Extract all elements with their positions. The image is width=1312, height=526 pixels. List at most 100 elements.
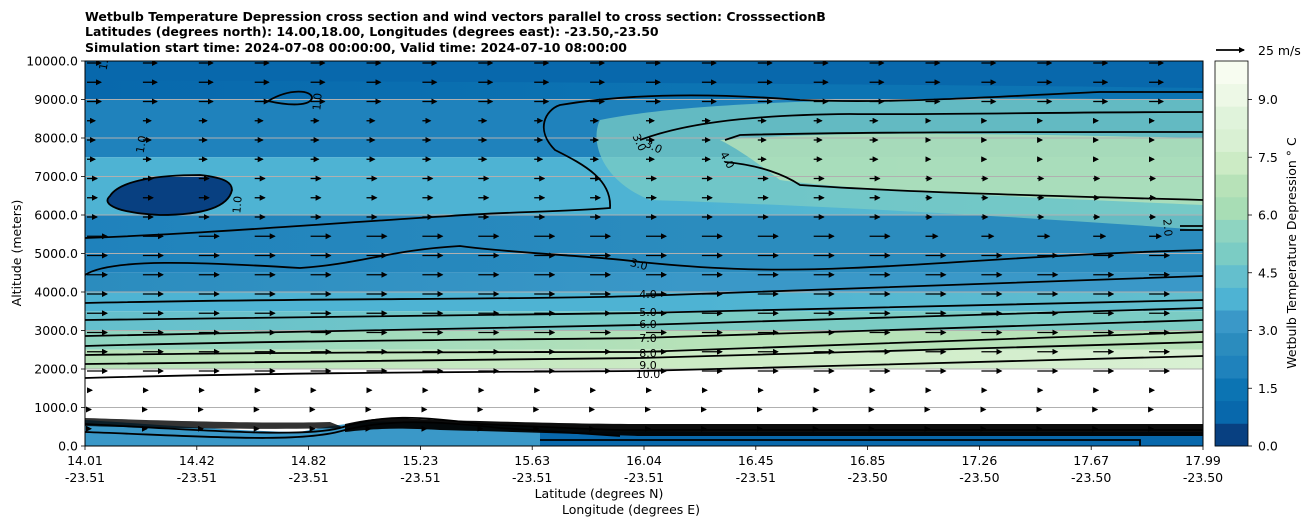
colorbar-segment-8 [1215,242,1248,266]
y-tick-label-0: 0.0 [58,439,78,454]
contour-2-right [1180,225,1203,231]
colorbar-tick-label-1: 1.5 [1258,381,1278,396]
x-tick-lat-6: 16.45 [738,453,774,468]
y-tick-label-8: 8000.0 [34,131,78,146]
x-tick-lon-6: -23.51 [736,470,776,485]
contour-label-4: 6.0 [639,318,657,331]
colorbar-segment-14 [1215,106,1248,130]
field-top-band [85,61,1203,88]
colorbar-tick-label-3: 4.5 [1258,265,1278,280]
contour-10 [85,355,1203,379]
colorbar-segment-4 [1215,332,1248,356]
x-tick-lat-7: 16.85 [850,453,886,468]
y-axis-label: Altitude (meters) [9,200,24,307]
field-plume-core [720,133,1203,205]
colorbar-segment-5 [1215,310,1248,334]
y-tick-label-4: 4000.0 [34,285,78,300]
wind-key-label: 25 m/s [1258,43,1301,58]
y-tick-label-5: 5000.0 [34,246,78,261]
contour-8 [85,331,1203,356]
colorbar-segment-12 [1215,151,1248,175]
x-tick-lon-1: -23.51 [177,470,217,485]
contour-label-15: 1.0 [230,195,244,214]
colorbar-segment-13 [1215,128,1248,152]
field-band-5 [85,272,1203,292]
colorbar-ticks: 0.0 1.5 3.0 4.5 6.0 7.5 9.0 [1248,92,1278,454]
x-tick-lon-7: -23.50 [847,470,887,485]
colorbar-segment-1 [1215,400,1248,424]
contour-label-5: 5.0 [639,306,657,319]
surface-contour-stack [85,418,1203,436]
x-tick-lat-8: 17.26 [962,453,998,468]
contour-surface-3 [540,439,1141,446]
x-axis-label-lat: Latitude (degrees N) [535,486,664,501]
x-tick-lon-0: -23.51 [65,470,105,485]
y-tick-label-2: 2000.0 [34,362,78,377]
contour-label-1: 9.0 [639,359,657,372]
chart-title-line-3: Simulation start time: 2024-07-08 00:00:… [85,40,627,55]
colorbar-segment-11 [1215,174,1248,198]
x-tick-lon-2: -23.51 [288,470,328,485]
colorbar-segment-2 [1215,378,1248,402]
x-tick-lon-8: -23.50 [959,470,999,485]
chart-title-line-1: Wetbulb Temperature Depression cross sec… [85,9,826,24]
colorbar [1215,61,1248,447]
contour-1-left [106,174,233,216]
x-tick-lon-3: -23.51 [400,470,440,485]
x-tick-lon-4: -23.51 [512,470,552,485]
chart-title-line-2: Latitudes (degrees north): 14.00,18.00, … [85,24,659,39]
colorbar-tick-label-4: 6.0 [1258,208,1278,223]
colorbar-segment-0 [1215,423,1248,447]
x-axis-label-lon: Longitude (degrees E) [562,502,700,517]
y-tick-label-10: 10000.0 [26,54,78,69]
y-tick-label-9: 9000.0 [34,92,78,107]
y-tick-label-3: 3000.0 [34,323,78,338]
contour-9 [85,341,1203,365]
x-tick-lat-10: 17.99 [1185,453,1221,468]
x-tick-lat-4: 15.63 [514,453,550,468]
field-band-8 [85,330,1203,350]
x-tick-lat-3: 15.23 [403,453,439,468]
contour-4 [85,275,1203,304]
contour-4-inner [724,131,1203,201]
x-tick-lat-5: 16.04 [626,453,662,468]
contour-3-inner [639,111,1203,141]
y-axis-ticks: 0.0 1000.0 2000.0 3000.0 4000.0 5000.0 6000.0 7… [26,54,85,454]
colorbar-tick-label-6: 9.0 [1258,92,1278,107]
contour-label-2: 8.0 [639,347,657,360]
plot-area: 10.09.08.07.06.05.04.03.03.03.04.02.01.0… [85,52,1203,446]
contour-1-top [265,90,313,106]
colorbar-segment-10 [1215,196,1248,220]
x-tick-lat-0: 14.01 [67,453,103,468]
colorbar-segment-16 [1215,61,1248,85]
y-tick-label-6: 6000.0 [34,208,78,223]
wind-vectors [86,61,1171,432]
colorbar-tick-label-0: 0.0 [1258,439,1278,454]
x-tick-lon-9: -23.50 [1071,470,1111,485]
x-tick-lon-5: -23.51 [624,470,664,485]
colorbar-frame [1214,60,1249,447]
colorbar-segment-15 [1215,83,1248,107]
contour-label-14: 1.0 [97,52,113,71]
contour-5 [85,299,1203,321]
x-tick-lat-9: 17.67 [1073,453,1109,468]
field-band-3 [85,215,1203,254]
colorbar-segment-3 [1215,355,1248,379]
colorbar-segment-9 [1215,219,1248,243]
x-tick-lon-10: -23.50 [1183,470,1223,485]
x-tick-lat-1: 14.42 [179,453,215,468]
contour-3-upper [85,91,1203,239]
x-tick-lat-2: 14.82 [291,453,327,468]
colorbar-label: Wetbulb Temperature Depression ° C [1284,137,1299,369]
contour-7 [85,319,1203,347]
colorbar-tick-label-2: 3.0 [1258,323,1278,338]
x-axis-ticks: 14.01 -23.51 14.42 -23.51 14.82 -23.51 15.23 -2… [65,446,1223,485]
contour-label-3: 7.0 [639,332,657,345]
colorbar-segment-7 [1215,264,1248,288]
field-dry-pocket [107,175,232,215]
contour-label-11: 2.0 [1160,218,1174,237]
y-tick-label-7: 7000.0 [34,169,78,184]
y-tick-label-1: 1000.0 [34,400,78,415]
contour-3-lower [85,245,1203,276]
